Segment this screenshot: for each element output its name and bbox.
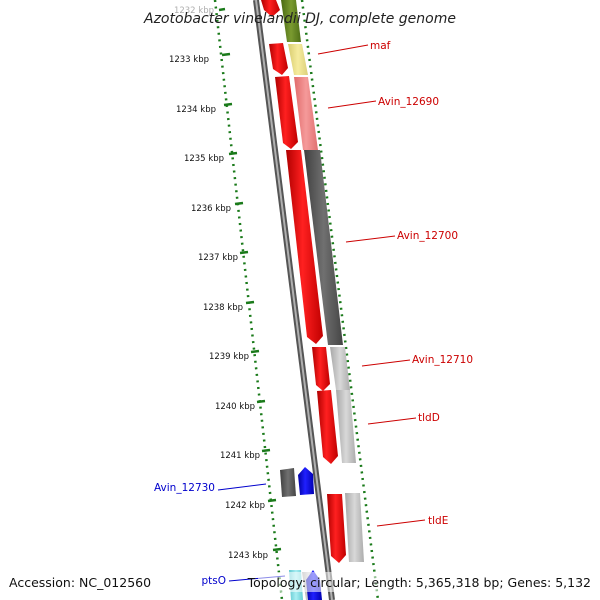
ruler-tick xyxy=(239,250,249,255)
feature-lightgray-block xyxy=(345,493,364,562)
ruler-tick-label: 1242 kbp xyxy=(225,501,265,511)
gene-label-avin-12710[interactable]: Avin_12710 xyxy=(412,354,473,366)
ruler-tick xyxy=(272,547,282,552)
callout-line xyxy=(217,483,267,491)
forward-strand-genes xyxy=(261,0,346,563)
outer-guide-line xyxy=(300,0,380,600)
ruler-tick-label: 1234 kbp xyxy=(176,105,216,115)
ruler-tick xyxy=(256,399,266,404)
gene-label-tlde[interactable]: tldE xyxy=(428,515,448,527)
gene-arrow-forward xyxy=(312,347,330,391)
gene-arrow-reverse xyxy=(298,467,314,495)
gene-arrow-forward xyxy=(269,43,288,75)
map-title: Azotobacter vinelandii DJ, complete geno… xyxy=(143,11,456,27)
ruler-tick-label: 1243 kbp xyxy=(228,551,268,561)
callout-line xyxy=(376,519,426,527)
ruler-labels: 1232 kbp 1233 kbp 1234 kbp 1235 kbp 1236… xyxy=(169,6,268,561)
ruler-tick xyxy=(267,498,277,503)
sequence-backbone xyxy=(253,0,335,600)
callout-line xyxy=(367,417,417,425)
feature-khaki-block xyxy=(288,44,308,75)
ruler-tick xyxy=(218,7,226,12)
ruler-tick xyxy=(234,201,244,206)
ruler-tick xyxy=(261,448,271,453)
ruler-tick-label: 1237 kbp xyxy=(198,253,238,263)
ruler-tick-label: 1238 kbp xyxy=(203,303,243,313)
ruler-tick-label: 1241 kbp xyxy=(220,451,260,461)
feature-salmon-block xyxy=(294,77,318,150)
footer-info-backdrop xyxy=(258,572,594,592)
gene-arrow-forward xyxy=(286,150,323,344)
ruler-tick-label: 1239 kbp xyxy=(209,352,249,362)
gene-arrow-forward xyxy=(261,0,280,17)
gene-label-avin-12730[interactable]: Avin_12730 xyxy=(154,482,215,494)
feature-olive-block xyxy=(281,0,301,42)
gene-labels: maf Avin_12690 Avin_12700 Avin_12710 tld… xyxy=(154,40,473,587)
gene-arrow-forward xyxy=(327,494,346,563)
gene-arrow-forward xyxy=(317,390,338,464)
ruler-tick xyxy=(250,349,260,354)
ruler-tick-label: 1232 kbp xyxy=(174,6,214,16)
gene-label-avin-12690[interactable]: Avin_12690 xyxy=(378,96,439,108)
ruler-tick-label: 1233 kbp xyxy=(169,55,209,65)
feature-lightgray-block xyxy=(330,347,350,390)
ruler-tick xyxy=(221,52,231,57)
gene-callout-lines xyxy=(217,44,426,582)
genome-info-label: Topology: circular; Length: 5,365,318 bp… xyxy=(247,575,591,590)
ruler-tick-label: 1236 kbp xyxy=(191,204,231,214)
feature-darkgray-block-reverse xyxy=(280,468,296,497)
callout-line xyxy=(327,100,377,109)
feature-lightgray-block xyxy=(336,390,356,463)
gene-label-ptso[interactable]: ptsO xyxy=(201,575,226,587)
gene-label-avin-12700[interactable]: Avin_12700 xyxy=(397,230,458,242)
ruler-tick-label: 1235 kbp xyxy=(184,154,224,164)
ruler-tick xyxy=(223,102,233,107)
gene-label-tldd[interactable]: tldD xyxy=(418,412,440,424)
gene-arrow-forward xyxy=(275,76,298,149)
ruler-tick xyxy=(228,151,238,156)
feature-darkgray-block xyxy=(304,150,343,345)
ruler-tick xyxy=(245,300,255,305)
accession-label: Accession: NC_012560 xyxy=(9,575,151,590)
callout-line xyxy=(361,359,411,367)
callout-line xyxy=(345,235,396,243)
position-ruler xyxy=(213,0,284,600)
ruler-tick-label: 1240 kbp xyxy=(215,402,255,412)
gene-label-maf[interactable]: maf xyxy=(370,40,391,52)
callout-line xyxy=(317,44,369,55)
